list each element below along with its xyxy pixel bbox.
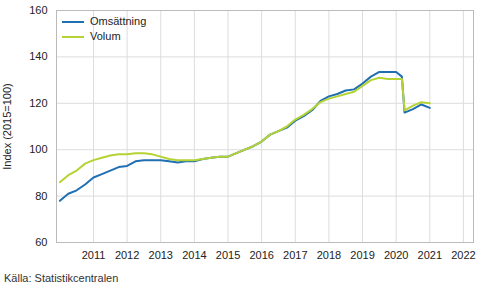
svg-text:2022: 2022 [451, 249, 475, 261]
svg-text:2018: 2018 [317, 249, 341, 261]
svg-text:2014: 2014 [182, 249, 206, 261]
svg-text:2013: 2013 [149, 249, 173, 261]
svg-text:2011: 2011 [82, 249, 106, 261]
svg-text:120: 120 [29, 97, 47, 109]
svg-text:2015: 2015 [216, 249, 240, 261]
svg-text:2017: 2017 [283, 249, 307, 261]
svg-text:100: 100 [29, 143, 47, 155]
svg-text:2020: 2020 [384, 249, 408, 261]
svg-text:140: 140 [29, 50, 47, 62]
svg-text:2016: 2016 [249, 249, 273, 261]
html-text:Källa: Statistikcentralen: Källa: Statistikcentralen [4, 272, 119, 284]
svg-text:160: 160 [29, 4, 47, 16]
svg-text:Index (2015=100): Index (2015=100) [1, 83, 13, 170]
svg-text:2021: 2021 [418, 249, 442, 261]
svg-text:60: 60 [35, 236, 47, 248]
html-text:Volum: Volum [90, 30, 121, 42]
svg-text:80: 80 [35, 190, 47, 202]
html-text:Omsättning: Omsättning [90, 15, 147, 27]
svg-text:2019: 2019 [350, 249, 374, 261]
svg-text:2012: 2012 [115, 249, 139, 261]
